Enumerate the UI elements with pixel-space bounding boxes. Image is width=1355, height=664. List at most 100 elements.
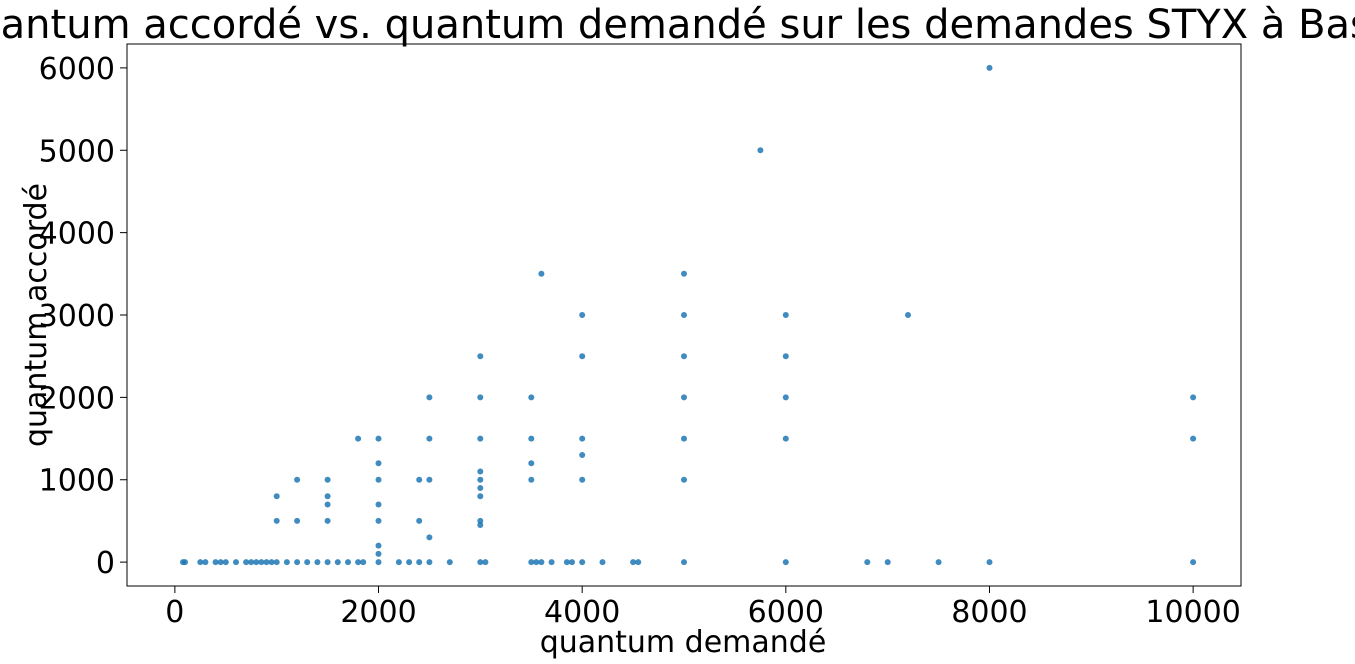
data-point: [528, 394, 535, 401]
x-tick-label: 2000: [340, 595, 416, 630]
data-point: [314, 559, 321, 566]
data-point: [197, 559, 204, 566]
data-point: [345, 559, 351, 566]
data-point: [782, 312, 789, 318]
data-point: [334, 559, 341, 566]
data-point: [375, 517, 382, 524]
data-point: [482, 559, 489, 566]
x-axis-label: quantum demandé: [540, 625, 827, 660]
data-point: [375, 501, 382, 508]
data-point: [579, 435, 586, 442]
data-point: [217, 559, 224, 566]
data-point: [182, 559, 188, 566]
data-point: [681, 394, 687, 401]
data-point: [986, 559, 993, 566]
data-point: [1190, 394, 1197, 401]
data-point: [782, 394, 789, 401]
data-point: [416, 559, 423, 566]
data-point: [635, 559, 642, 566]
data-point: [273, 517, 280, 524]
data-point: [579, 353, 586, 360]
data-point: [579, 452, 586, 458]
data-point: [599, 559, 606, 566]
data-point: [477, 485, 484, 491]
y-tick-label: 1000: [39, 464, 115, 499]
data-point: [579, 312, 586, 318]
data-point: [375, 542, 382, 549]
data-point: [294, 517, 301, 524]
data-point: [248, 559, 255, 566]
x-tick-label: 10000: [1145, 595, 1240, 630]
y-tick-label: 5000: [39, 134, 115, 169]
data-point: [375, 550, 382, 557]
data-point: [416, 517, 423, 524]
y-tick-label: 3000: [39, 299, 115, 334]
data-point: [681, 270, 687, 277]
data-point: [258, 559, 265, 566]
data-point: [477, 517, 484, 524]
data-point: [986, 64, 993, 71]
data-point: [569, 559, 575, 566]
data-point: [426, 394, 433, 401]
y-tick-label: 2000: [39, 381, 115, 416]
x-tick-label: 4000: [544, 595, 620, 630]
data-point: [324, 517, 331, 524]
x-tick-label: 8000: [951, 595, 1027, 630]
data-point: [935, 559, 942, 566]
data-point: [538, 270, 545, 277]
x-tick-label: 0: [165, 595, 184, 630]
data-point: [324, 476, 331, 483]
data-point: [528, 460, 535, 467]
data-point: [355, 435, 362, 442]
data-point: [395, 559, 402, 566]
data-point: [222, 559, 229, 566]
data-point: [426, 435, 433, 442]
y-axis-label: quantum accordé: [19, 183, 54, 447]
chart-title: Quantum accordé vs. quantum demandé sur …: [0, 2, 1355, 48]
data-point: [406, 559, 413, 566]
data-point: [283, 559, 290, 566]
data-point: [477, 493, 484, 500]
data-point: [375, 435, 382, 442]
data-point: [884, 559, 891, 566]
data-point: [681, 353, 687, 360]
data-point: [548, 559, 555, 566]
y-axis: 0 1000 2000 3000 4000 5000 6000: [39, 52, 127, 581]
data-point: [375, 476, 382, 483]
data-point: [563, 559, 570, 566]
data-point: [782, 559, 789, 566]
data-point: [426, 559, 433, 566]
data-point: [681, 559, 687, 566]
y-tick-label: 6000: [39, 52, 115, 87]
data-point: [538, 559, 545, 566]
data-point: [477, 435, 484, 442]
data-point: [477, 559, 484, 566]
data-point: [416, 476, 423, 483]
data-point: [681, 435, 687, 442]
data-point: [263, 559, 270, 566]
data-point: [630, 559, 637, 566]
data-point: [905, 312, 911, 318]
data-point: [1190, 435, 1197, 442]
y-tick-label: 4000: [39, 217, 115, 252]
data-point: [294, 476, 301, 483]
data-point: [324, 559, 331, 566]
data-point: [426, 534, 433, 541]
x-axis: 0 2000 4000 6000 8000 10000: [165, 586, 1241, 630]
data-point: [304, 559, 311, 566]
data-point: [681, 476, 687, 483]
data-point: [477, 468, 484, 475]
data-point: [355, 559, 362, 566]
data-point: [757, 147, 764, 154]
data-point: [533, 559, 540, 566]
data-point: [324, 493, 331, 500]
data-point: [477, 476, 484, 483]
data-point: [864, 559, 871, 566]
data-point: [681, 312, 687, 318]
data-point: [294, 559, 301, 566]
data-point: [233, 559, 239, 566]
data-point: [1190, 559, 1197, 566]
data-point: [446, 559, 453, 566]
data-point: [782, 353, 789, 360]
